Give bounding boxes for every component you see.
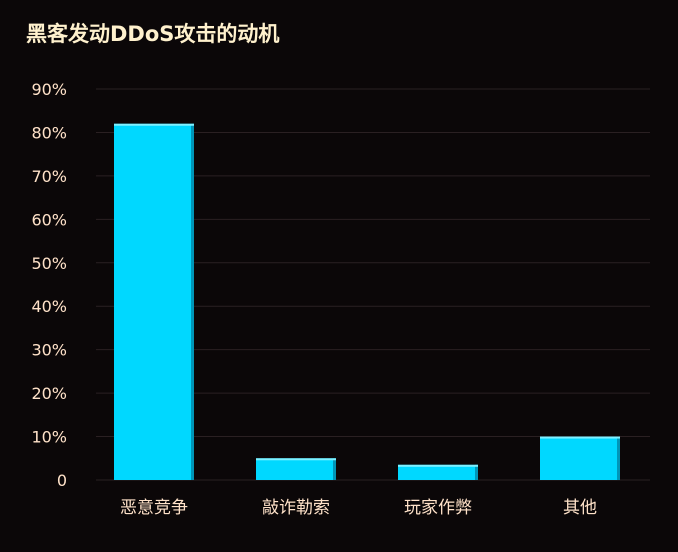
- x-category-label: 其他: [563, 498, 597, 518]
- x-category-label: 玩家作弊: [404, 498, 472, 518]
- bar: [114, 123, 194, 480]
- y-tick-label: 30%: [31, 341, 67, 360]
- bar-edge: [475, 464, 478, 480]
- bar: [540, 436, 620, 480]
- y-tick-label: 90%: [31, 80, 67, 99]
- y-tick-label: 10%: [31, 428, 67, 447]
- y-tick-label: 60%: [31, 210, 67, 229]
- x-category-label: 恶意竞争: [120, 498, 188, 518]
- y-tick-label: 80%: [31, 123, 67, 142]
- bar-top-highlight: [398, 464, 478, 467]
- bar-edge: [333, 458, 336, 480]
- y-tick-label: 40%: [31, 297, 67, 316]
- bar-top-highlight: [114, 123, 194, 126]
- y-tick-label: 0: [57, 471, 67, 490]
- bar: [256, 458, 336, 480]
- y-axis-ticks: 0 10% 20% 30% 40% 50% 60% 70% 80% 90%: [31, 80, 67, 490]
- chart-title: 黑客发动DDoS攻击的动机: [26, 22, 280, 46]
- bar-edge: [191, 123, 194, 480]
- y-tick-label: 50%: [31, 254, 67, 273]
- x-category-label: 敲诈勒索: [262, 498, 330, 518]
- bar-top-highlight: [540, 436, 620, 439]
- bar-edge: [617, 436, 620, 480]
- bar: [398, 464, 478, 480]
- y-tick-label: 20%: [31, 384, 67, 403]
- bar-body: [540, 436, 620, 480]
- bar-body: [256, 458, 336, 480]
- x-axis-labels: 恶意竞争 敲诈勒索 玩家作弊 其他: [120, 498, 597, 518]
- bar-body: [114, 123, 194, 480]
- y-tick-label: 70%: [31, 167, 67, 186]
- bar-top-highlight: [256, 458, 336, 461]
- bars: [114, 123, 620, 480]
- bar-body: [398, 464, 478, 480]
